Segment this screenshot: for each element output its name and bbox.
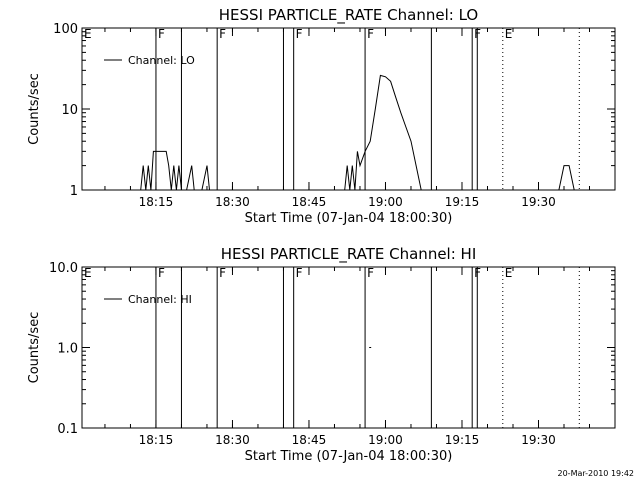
panel1-flag-label: F	[158, 27, 165, 41]
panel2-x-tick-label: 18:15	[139, 433, 174, 447]
panel1-y-tick-label: 10	[61, 103, 78, 118]
panel1-x-tick-label: 19:15	[445, 195, 480, 209]
panel1-flag-label: F	[367, 27, 374, 41]
panel2-flag-label: F	[158, 266, 165, 280]
panel1-chart-title: HESSI PARTICLE_RATE Channel: LO	[219, 6, 478, 25]
panel2-y-axis-label: Counts/sec	[27, 312, 42, 384]
panel2-flag-label: F	[219, 266, 226, 280]
panel2-x-tick-label: 19:00	[368, 433, 403, 447]
panel1-x-tick-label: 18:15	[139, 195, 174, 209]
panel1-flag-label: E	[84, 27, 92, 41]
panel1-x-tick-label: 19:00	[368, 195, 403, 209]
panel2-plot-frame	[81, 266, 616, 429]
panel2-x-tick-label: 18:45	[292, 433, 327, 447]
panel2-x-tick-label: 18:30	[215, 433, 250, 447]
panel1-y-tick-label: 1	[70, 184, 78, 199]
panel2-flag-label: E	[84, 266, 92, 280]
panel1-x-tick-label: 18:45	[292, 195, 327, 209]
panel1-flag-label: F	[219, 27, 226, 41]
panel2-x-tick-label: 19:15	[445, 433, 480, 447]
panel1-x-tick-label: 19:30	[521, 195, 556, 209]
panel2-x-axis-label: Start Time (07-Jan-04 18:00:30)	[245, 449, 453, 464]
panel2-flag-label: E	[505, 266, 513, 280]
panel2-flag-label: F	[296, 266, 303, 280]
panel2-y-tick-label: 0.1	[57, 422, 78, 437]
panel2-chart-title: HESSI PARTICLE_RATE Channel: HI	[221, 245, 477, 264]
panel1-x-tick-label: 18:30	[215, 195, 250, 209]
panel2-legend-label: Channel: HI	[128, 293, 192, 306]
panel1-series-line	[140, 74, 575, 191]
panel1-x-axis-label: Start Time (07-Jan-04 18:00:30)	[245, 211, 453, 226]
panel2-flag-label: F	[474, 266, 481, 280]
panel2-flag-label: F	[367, 266, 374, 280]
panel1-flag-label: F	[474, 27, 481, 41]
footer-timestamp: 20-Mar-2010 19:42	[557, 469, 635, 478]
panel2-y-tick-label: 10.0	[49, 261, 78, 276]
panel1-flag-label: E	[505, 27, 513, 41]
panel2-y-tick-label: 1.0	[57, 342, 78, 357]
panel1-plot-frame	[81, 27, 616, 191]
panel2-x-tick-label: 19:30	[521, 433, 556, 447]
panel1-y-tick-label: 100	[53, 22, 78, 37]
panel1-y-axis-label: Counts/sec	[27, 73, 42, 145]
panel1-legend-label: Channel: LO	[128, 54, 195, 67]
panel1-flag-label: F	[296, 27, 303, 41]
